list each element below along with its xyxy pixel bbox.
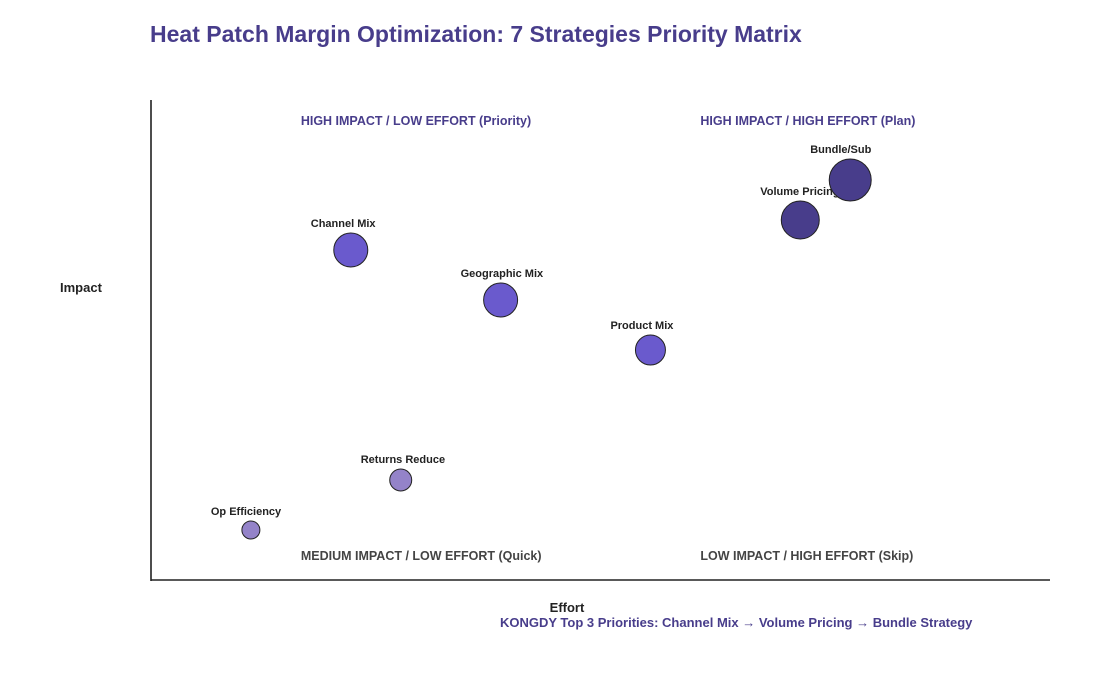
chart-title: Heat Patch Margin Optimization: 7 Strate…: [150, 21, 802, 47]
x-axis-label: Effort: [550, 600, 585, 615]
point-channel-mix: [333, 232, 369, 268]
quadrant-label-3: MEDIUM IMPACT / LOW EFFORT (Quick): [301, 549, 542, 563]
y-axis-label: Impact: [60, 280, 103, 295]
point-returns-reduce: [389, 468, 413, 492]
point-label-bundle-sub: Bundle/Sub: [810, 144, 871, 156]
point-product-mix: [634, 334, 666, 366]
point-bundle-sub: [828, 158, 872, 202]
point-op-efficiency: [241, 520, 261, 540]
quadrant-label-2: HIGH IMPACT / HIGH EFFORT (Plan): [700, 114, 915, 128]
quadrant-label-1: HIGH IMPACT / LOW EFFORT (Priority): [301, 114, 531, 128]
point-label-volume-pricing: Volume Pricing: [760, 186, 839, 198]
point-label-product-mix: Product Mix: [610, 320, 674, 332]
point-label-op-efficiency: Op Efficiency: [211, 506, 282, 518]
point-label-channel-mix: Channel Mix: [311, 218, 377, 230]
data-points: Op Efficiency Returns Reduce Product Mix Ch…: [211, 144, 872, 540]
point-label-returns-reduce: Returns Reduce: [361, 454, 445, 466]
quadrant-label-4: LOW IMPACT / HIGH EFFORT (Skip): [700, 549, 913, 563]
priority-annotation: KONGDY Top 3 Priorities: Channel Mix → V…: [500, 615, 973, 630]
quadrant-labels: HIGH IMPACT / LOW EFFORT (Priority) HIGH …: [301, 114, 916, 563]
point-geographic-mix: [483, 282, 519, 318]
point-volume-pricing: [780, 200, 820, 240]
point-label-geographic-mix: Geographic Mix: [461, 268, 544, 280]
